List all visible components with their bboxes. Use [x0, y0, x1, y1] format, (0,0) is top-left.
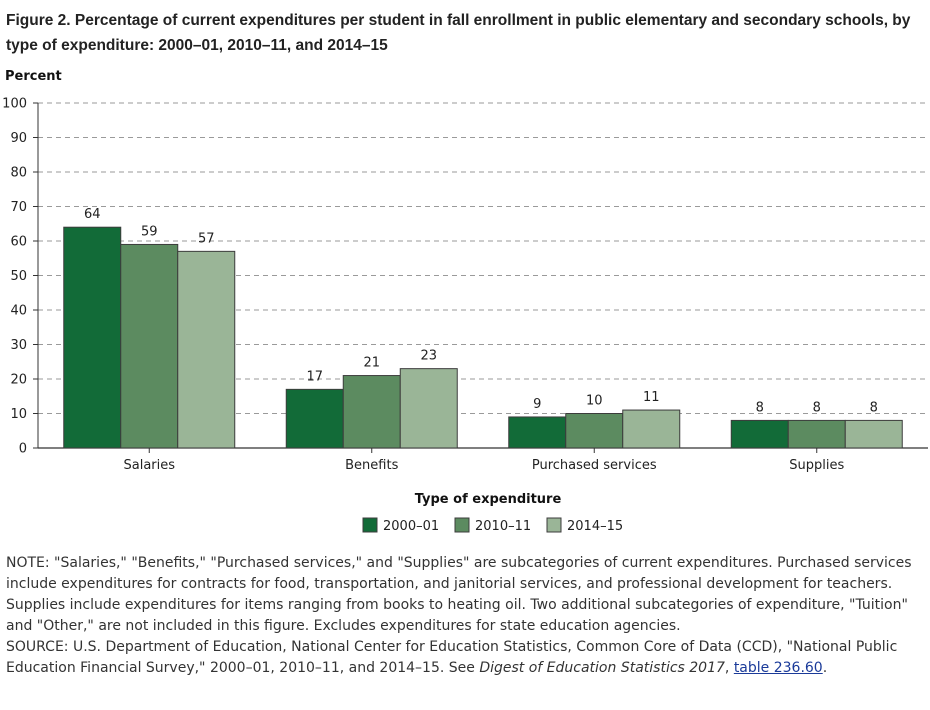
legend-swatch: [546, 517, 562, 533]
legend-label: 2014–15: [567, 519, 623, 534]
bar: [730, 419, 789, 449]
data-label: 8: [870, 400, 878, 415]
data-label: 8: [813, 400, 821, 415]
source-separator: ,: [724, 660, 734, 676]
x-tick-label: Purchased services: [532, 458, 657, 473]
bar: [622, 409, 681, 449]
bar-chart: Percent 0 10 20 30 40 50 60 70 80 90 100 64 59 57 17 2…: [2, 69, 928, 534]
bar: [63, 226, 122, 449]
bar: [787, 419, 846, 449]
y-tick-label: 10: [10, 407, 27, 422]
legend-swatch: [454, 517, 470, 533]
source-end: .: [822, 660, 828, 676]
y-tick-label: 100: [2, 97, 27, 112]
bar: [508, 416, 567, 449]
y-tick-label: 20: [10, 373, 27, 388]
data-label: 9: [533, 397, 541, 412]
bar: [565, 413, 624, 449]
y-axis-title: Percent: [5, 69, 62, 84]
y-tick-label: 70: [10, 200, 27, 215]
y-tick-label: 40: [10, 304, 27, 319]
data-label: 21: [363, 356, 380, 371]
data-label: 10: [586, 394, 603, 409]
note-block: NOTE: "Salaries," "Benefits," "Purchased…: [6, 553, 926, 679]
figure-title: Figure 2. Percentage of current expendit…: [6, 12, 911, 54]
y-tick-label: 30: [10, 338, 27, 353]
table-link[interactable]: table 236.60: [733, 660, 823, 676]
y-tick-label: 90: [10, 131, 27, 146]
legend-label: 2010–11: [475, 519, 531, 534]
note-text: NOTE: "Salaries," "Benefits," "Purchased…: [6, 555, 912, 634]
x-axis-ticks: Salaries Benefits Purchased services Suppli…: [123, 448, 844, 473]
bar: [399, 368, 458, 449]
data-label: 23: [420, 349, 437, 364]
legend-swatch: [362, 517, 378, 533]
x-axis-title: Type of expenditure: [415, 492, 562, 507]
bars: 64 59 57 17 21 23 9 10 11 8 8 8: [63, 207, 903, 449]
bar: [844, 419, 903, 449]
data-label: 8: [756, 400, 764, 415]
y-tick-label: 80: [10, 166, 27, 181]
source-publication: Digest of Education Statistics 2017: [479, 660, 725, 676]
x-tick-label: Benefits: [345, 458, 398, 473]
y-tick-label: 60: [10, 235, 27, 250]
source-text: SOURCE: U.S. Department of Education, Na…: [6, 639, 898, 676]
y-tick-label: 50: [10, 269, 27, 284]
y-tick-label: 0: [19, 442, 27, 457]
data-label: 59: [141, 224, 158, 239]
data-label: 57: [198, 231, 215, 246]
x-tick-label: Supplies: [789, 458, 844, 473]
bar: [285, 388, 344, 449]
x-tick-label: Salaries: [123, 458, 175, 473]
data-label: 17: [306, 369, 323, 384]
data-label: 11: [643, 390, 660, 405]
bar: [177, 250, 236, 449]
data-label: 64: [84, 207, 101, 222]
bar: [120, 243, 179, 449]
bar: [342, 375, 401, 449]
legend-label: 2000–01: [383, 519, 439, 534]
legend: 2000–01 2010–11 2014–15: [362, 517, 623, 534]
